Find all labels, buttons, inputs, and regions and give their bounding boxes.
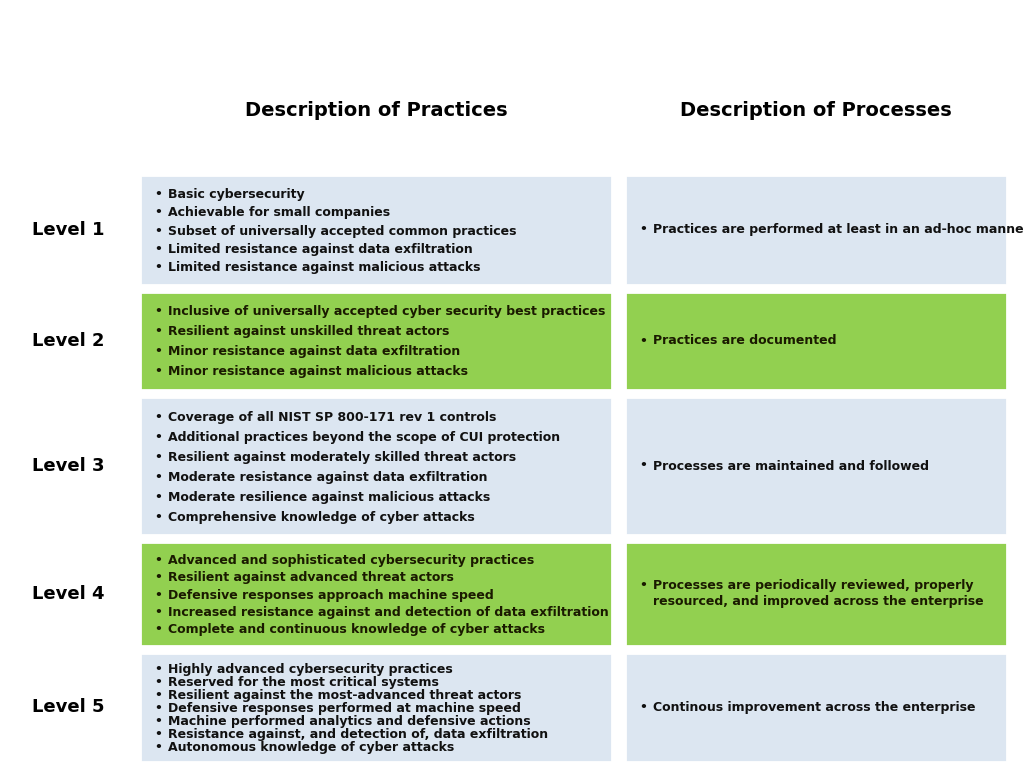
Text: Basic cybersecurity: Basic cybersecurity [168, 187, 304, 200]
Text: Minor resistance against malicious attacks: Minor resistance against malicious attac… [168, 366, 468, 379]
Text: •: • [154, 491, 162, 504]
Bar [140, 397, 612, 535]
Text: Continous improvement across the enterprise: Continous improvement across the enterpr… [653, 701, 976, 714]
Text: •: • [154, 306, 162, 319]
Text: Level 2: Level 2 [32, 332, 104, 350]
Text: •: • [639, 701, 647, 714]
Text: •: • [154, 728, 162, 741]
Text: Autonomous knowledge of cyber attacks: Autonomous knowledge of cyber attacks [168, 741, 455, 754]
Text: Limited resistance against malicious attacks: Limited resistance against malicious att… [168, 261, 480, 274]
Text: •: • [154, 715, 162, 728]
Text: Processes are maintained and followed: Processes are maintained and followed [653, 459, 929, 472]
Text: Minor resistance against data exfiltration: Minor resistance against data exfiltrati… [168, 346, 460, 359]
Text: •: • [154, 431, 162, 443]
Text: Comprehensive knowledge of cyber attacks: Comprehensive knowledge of cyber attacks [168, 511, 475, 524]
Text: Additional practices beyond the scope of CUI protection: Additional practices beyond the scope of… [168, 431, 560, 443]
Text: Highly advanced cybersecurity practices: Highly advanced cybersecurity practices [168, 663, 453, 676]
Text: •: • [154, 663, 162, 676]
Text: Level 3: Level 3 [32, 457, 104, 475]
Bar [625, 292, 1007, 390]
Text: Resistance against, and detection of, data exfiltration: Resistance against, and detection of, da… [168, 728, 548, 741]
Text: Practices are performed at least in an ad-hoc manner: Practices are performed at least in an a… [653, 223, 1024, 237]
Bar [625, 653, 1007, 762]
Text: •: • [154, 411, 162, 423]
Text: •: • [639, 580, 647, 592]
Text: •: • [154, 471, 162, 484]
Text: Description of Practices: Description of Practices [245, 101, 507, 120]
Text: Limited resistance against data exfiltration: Limited resistance against data exfiltra… [168, 243, 473, 256]
Text: •: • [154, 588, 162, 601]
Text: Description of Processes: Description of Processes [680, 101, 952, 120]
Text: •: • [154, 689, 162, 702]
Text: •: • [639, 335, 647, 347]
Bar [140, 292, 612, 390]
Text: Level 1: Level 1 [32, 221, 104, 239]
Text: •: • [154, 623, 162, 636]
Text: •: • [154, 326, 162, 339]
Text: Practices are documented: Practices are documented [653, 335, 837, 347]
Text: •: • [154, 554, 162, 567]
Text: Defensive responses performed at machine speed: Defensive responses performed at machine… [168, 702, 521, 715]
Text: •: • [154, 243, 162, 256]
Text: Resilient against advanced threat actors: Resilient against advanced threat actors [168, 571, 454, 584]
Text: •: • [154, 676, 162, 689]
Text: Defensive responses approach machine speed: Defensive responses approach machine spe… [168, 588, 494, 601]
Text: •: • [154, 224, 162, 237]
Text: Coverage of all NIST SP 800-171 rev 1 controls: Coverage of all NIST SP 800-171 rev 1 co… [168, 411, 497, 423]
Bar [140, 175, 612, 285]
Text: Resilient against unskilled threat actors: Resilient against unskilled threat actor… [168, 326, 450, 339]
Text: •: • [639, 223, 647, 237]
Text: •: • [639, 459, 647, 472]
Text: Reserved for the most critical systems: Reserved for the most critical systems [168, 676, 439, 689]
Text: •: • [154, 187, 162, 200]
Text: Subset of universally accepted common practices: Subset of universally accepted common pr… [168, 224, 516, 237]
Text: Achievable for small companies: Achievable for small companies [168, 206, 390, 219]
Text: Moderate resilience against malicious attacks: Moderate resilience against malicious at… [168, 491, 490, 504]
Text: Increased resistance against and detection of data exfiltration: Increased resistance against and detecti… [168, 606, 608, 619]
Text: •: • [154, 346, 162, 359]
Bar [140, 542, 612, 646]
Text: •: • [154, 702, 162, 715]
Text: •: • [154, 366, 162, 379]
Text: Inclusive of universally accepted cyber security best practices: Inclusive of universally accepted cyber … [168, 306, 605, 319]
Text: resourced, and improved across the enterprise: resourced, and improved across the enter… [653, 595, 984, 608]
Bar [625, 542, 1007, 646]
Bar [625, 175, 1007, 285]
Text: Resilient against moderately skilled threat actors: Resilient against moderately skilled thr… [168, 451, 516, 464]
Bar [625, 397, 1007, 535]
Text: •: • [154, 451, 162, 464]
Text: Resilient against the most-advanced threat actors: Resilient against the most-advanced thre… [168, 689, 521, 702]
Text: Complete and continuous knowledge of cyber attacks: Complete and continuous knowledge of cyb… [168, 623, 545, 636]
Text: Machine performed analytics and defensive actions: Machine performed analytics and defensiv… [168, 715, 530, 728]
Text: •: • [154, 261, 162, 274]
Text: Level 4: Level 4 [32, 585, 104, 603]
Bar [140, 653, 612, 762]
Text: Advanced and sophisticated cybersecurity practices: Advanced and sophisticated cybersecurity… [168, 554, 535, 567]
Text: Processes are periodically reviewed, properly: Processes are periodically reviewed, pro… [653, 580, 974, 592]
Text: •: • [154, 606, 162, 619]
Text: •: • [154, 511, 162, 524]
Text: •: • [154, 206, 162, 219]
Text: Level 5: Level 5 [32, 699, 104, 717]
Text: •: • [154, 741, 162, 754]
Text: •: • [154, 571, 162, 584]
Text: Moderate resistance against data exfiltration: Moderate resistance against data exfiltr… [168, 471, 487, 484]
